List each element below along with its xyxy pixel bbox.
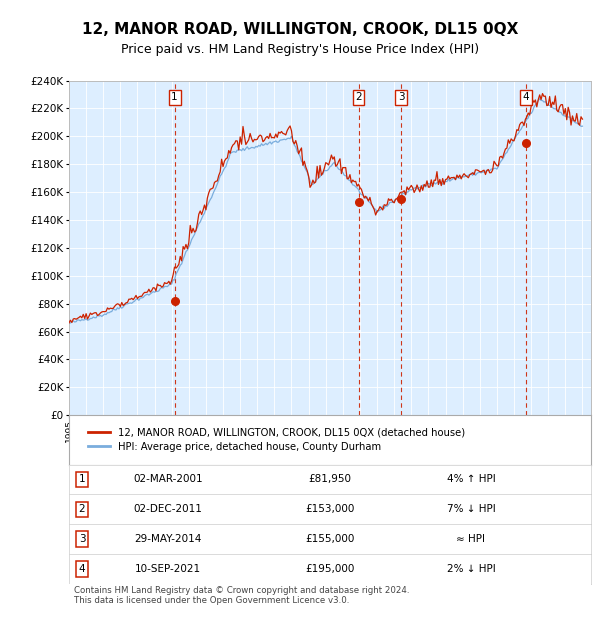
Text: 02-DEC-2011: 02-DEC-2011	[134, 505, 203, 515]
Text: 3: 3	[79, 534, 85, 544]
Text: Price paid vs. HM Land Registry's House Price Index (HPI): Price paid vs. HM Land Registry's House …	[121, 43, 479, 56]
Text: 2% ↓ HPI: 2% ↓ HPI	[446, 564, 496, 574]
Text: 02-MAR-2001: 02-MAR-2001	[133, 474, 203, 484]
Text: 4% ↑ HPI: 4% ↑ HPI	[446, 474, 496, 484]
Text: 2: 2	[79, 505, 85, 515]
Text: £153,000: £153,000	[305, 505, 355, 515]
Text: 7% ↓ HPI: 7% ↓ HPI	[446, 505, 496, 515]
Text: £155,000: £155,000	[305, 534, 355, 544]
Text: 10-SEP-2021: 10-SEP-2021	[135, 564, 201, 574]
Text: 29-MAY-2014: 29-MAY-2014	[134, 534, 202, 544]
Legend: 12, MANOR ROAD, WILLINGTON, CROOK, DL15 0QX (detached house), HPI: Average price: 12, MANOR ROAD, WILLINGTON, CROOK, DL15 …	[85, 424, 470, 456]
Text: 4: 4	[523, 92, 529, 102]
Text: 1: 1	[171, 92, 178, 102]
Text: £195,000: £195,000	[305, 564, 355, 574]
Text: 4: 4	[79, 564, 85, 574]
Text: ≈ HPI: ≈ HPI	[457, 534, 485, 544]
Text: 3: 3	[398, 92, 404, 102]
Text: 2: 2	[355, 92, 362, 102]
Text: Contains HM Land Registry data © Crown copyright and database right 2024.
This d: Contains HM Land Registry data © Crown c…	[74, 586, 410, 605]
Text: £81,950: £81,950	[308, 474, 352, 484]
Text: 1: 1	[79, 474, 85, 484]
Text: 12, MANOR ROAD, WILLINGTON, CROOK, DL15 0QX: 12, MANOR ROAD, WILLINGTON, CROOK, DL15 …	[82, 22, 518, 37]
